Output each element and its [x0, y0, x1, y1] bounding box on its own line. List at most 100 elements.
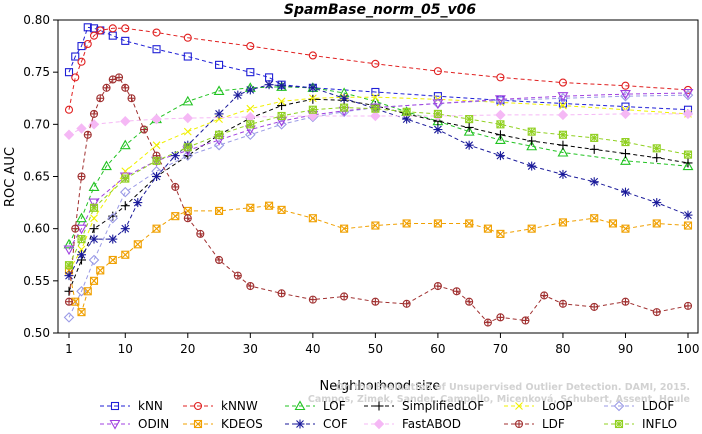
data-point-ldf	[402, 299, 411, 308]
data-point-fastabod	[63, 129, 75, 140]
legend-marker-cof	[295, 419, 305, 429]
data-point-ldof	[107, 212, 119, 224]
data-point-ldof	[88, 254, 100, 266]
legend-label-lof: LOF	[323, 399, 346, 413]
data-point-lof	[682, 160, 694, 171]
data-point-inflo	[590, 133, 599, 142]
data-point-cof	[620, 187, 630, 197]
data-point-kdeos	[465, 219, 474, 228]
data-point-knn	[64, 68, 74, 77]
y-axis: 0.50 0.55 0.60 0.65 0.70 0.75 0.80	[23, 13, 58, 340]
data-point-kdeos	[77, 308, 86, 317]
series-line-knn	[68, 26, 689, 111]
legend-label-cof: COF	[323, 417, 348, 431]
data-point-kdeos	[133, 240, 142, 249]
data-point-ldf	[96, 94, 105, 103]
data-point-inflo	[621, 138, 630, 147]
data-point-kdeos	[152, 224, 161, 233]
x-tick-label: 100	[677, 342, 700, 356]
legend-marker-fastabod	[373, 418, 385, 430]
data-point-knn	[83, 23, 92, 32]
x-tick-label: 40	[305, 342, 320, 356]
x-tick-label: 90	[618, 342, 633, 356]
legend-label-ldof: LDOF	[642, 399, 674, 413]
plot-area	[63, 23, 694, 327]
data-point-lof	[526, 140, 538, 151]
legend-label-odin: ODIN	[138, 417, 169, 431]
data-point-simplifiedlof	[64, 286, 74, 296]
data-point-fastabod	[370, 110, 381, 122]
data-point-simplifiedlof	[589, 144, 599, 154]
data-point-fastabod	[151, 113, 162, 125]
legend-marker-ldf	[514, 419, 524, 429]
data-point-knnw	[371, 59, 380, 68]
data-point-knn	[108, 31, 117, 40]
series-line-loop	[68, 96, 689, 271]
data-point-ldf	[371, 297, 380, 306]
data-point-cof	[495, 151, 505, 161]
data-point-kdeos	[340, 224, 349, 233]
data-point-loop	[90, 214, 98, 223]
data-point-loop	[308, 94, 317, 103]
legend-label-kdeos: KDEOS	[221, 417, 263, 431]
data-point-knnw	[152, 28, 161, 37]
y-axis-label: ROC AUC	[3, 147, 18, 207]
data-point-cof	[64, 271, 74, 281]
y-tick-label: 0.75	[23, 65, 50, 79]
data-point-kdeos	[121, 250, 130, 259]
data-point-simplifiedlof	[652, 153, 662, 163]
data-point-knnw	[246, 42, 255, 51]
data-point-cof	[277, 81, 287, 91]
data-point-cof	[264, 80, 274, 90]
y-tick-label: 0.70	[23, 117, 50, 131]
legend-marker-kdeos	[193, 419, 203, 429]
data-point-kdeos	[171, 212, 180, 221]
data-point-loop	[183, 127, 192, 136]
data-point-knnw	[77, 57, 86, 66]
data-point-loop	[559, 101, 567, 110]
chart-title: SpamBase_norm_05_v06	[284, 2, 477, 18]
data-point-kdeos	[621, 224, 630, 233]
data-point-kdeos	[246, 203, 255, 212]
data-point-inflo	[465, 115, 474, 124]
data-point-cof	[433, 125, 443, 135]
data-point-odin	[494, 95, 506, 105]
data-point-inflo	[340, 103, 349, 112]
data-point-ldf	[114, 73, 124, 82]
data-point-ldf	[433, 281, 442, 291]
data-point-cof	[77, 250, 87, 260]
data-point-inflo	[89, 203, 99, 212]
data-point-kdeos	[89, 276, 99, 285]
data-point-knn	[121, 36, 130, 45]
data-point-fastabod	[557, 109, 569, 121]
data-point-ldf	[621, 297, 630, 306]
data-point-ldf	[452, 287, 461, 296]
data-point-ldof	[182, 150, 194, 161]
data-point-cof	[108, 234, 118, 244]
data-point-kdeos	[402, 219, 411, 228]
data-point-loop	[121, 167, 130, 176]
data-point-cof	[652, 198, 662, 208]
data-point-lof	[182, 95, 194, 106]
y-tick-label: 0.55	[23, 274, 50, 288]
data-point-kdeos	[308, 214, 317, 223]
data-point-knn	[265, 73, 274, 82]
data-point-ldf	[215, 255, 224, 265]
data-point-ldf	[277, 289, 286, 298]
data-point-kdeos	[96, 266, 105, 275]
legend-label-knnw: kNNW	[221, 399, 258, 413]
data-point-knn	[152, 45, 161, 54]
legend-marker-knn	[110, 401, 120, 411]
data-point-ldf	[233, 271, 242, 280]
data-point-ldf	[77, 172, 86, 181]
data-point-ldf	[64, 297, 74, 306]
data-point-cof	[308, 83, 318, 93]
data-point-ldf	[683, 301, 693, 310]
data-point-ldof	[682, 89, 694, 101]
data-point-lof	[463, 126, 475, 136]
data-point-lof	[76, 212, 87, 223]
data-point-kdeos	[483, 224, 492, 233]
data-point-inflo	[77, 235, 86, 244]
data-point-inflo	[152, 156, 161, 165]
data-point-ldf	[196, 229, 205, 238]
